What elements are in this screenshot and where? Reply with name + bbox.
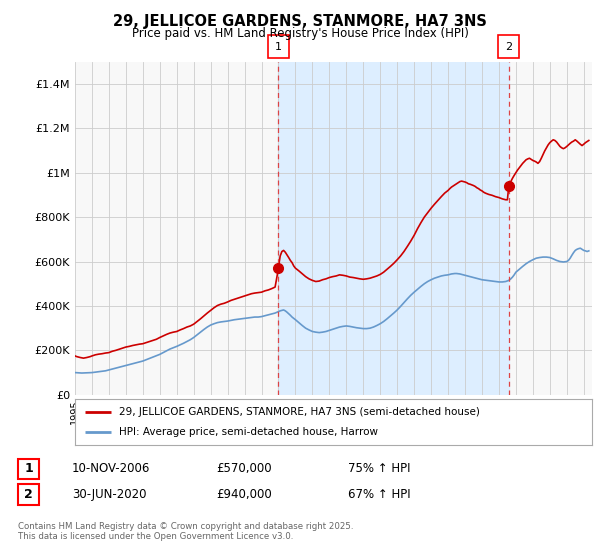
Text: £940,000: £940,000 <box>216 488 272 501</box>
Text: 1: 1 <box>275 41 282 52</box>
Text: HPI: Average price, semi-detached house, Harrow: HPI: Average price, semi-detached house,… <box>119 427 378 437</box>
Text: Price paid vs. HM Land Registry's House Price Index (HPI): Price paid vs. HM Land Registry's House … <box>131 27 469 40</box>
Text: 67% ↑ HPI: 67% ↑ HPI <box>348 488 410 501</box>
Text: 29, JELLICOE GARDENS, STANMORE, HA7 3NS (semi-detached house): 29, JELLICOE GARDENS, STANMORE, HA7 3NS … <box>119 407 480 417</box>
Text: Contains HM Land Registry data © Crown copyright and database right 2025.
This d: Contains HM Land Registry data © Crown c… <box>18 522 353 542</box>
FancyBboxPatch shape <box>499 35 519 58</box>
Text: 2: 2 <box>24 488 33 501</box>
Text: 29, JELLICOE GARDENS, STANMORE, HA7 3NS: 29, JELLICOE GARDENS, STANMORE, HA7 3NS <box>113 14 487 29</box>
Text: 30-JUN-2020: 30-JUN-2020 <box>72 488 146 501</box>
FancyBboxPatch shape <box>268 35 289 58</box>
Text: £570,000: £570,000 <box>216 462 272 475</box>
Text: 1: 1 <box>24 462 33 475</box>
Bar <box>278 62 509 395</box>
Text: 10-NOV-2006: 10-NOV-2006 <box>72 462 151 475</box>
Text: 75% ↑ HPI: 75% ↑ HPI <box>348 462 410 475</box>
Text: 2: 2 <box>505 41 512 52</box>
